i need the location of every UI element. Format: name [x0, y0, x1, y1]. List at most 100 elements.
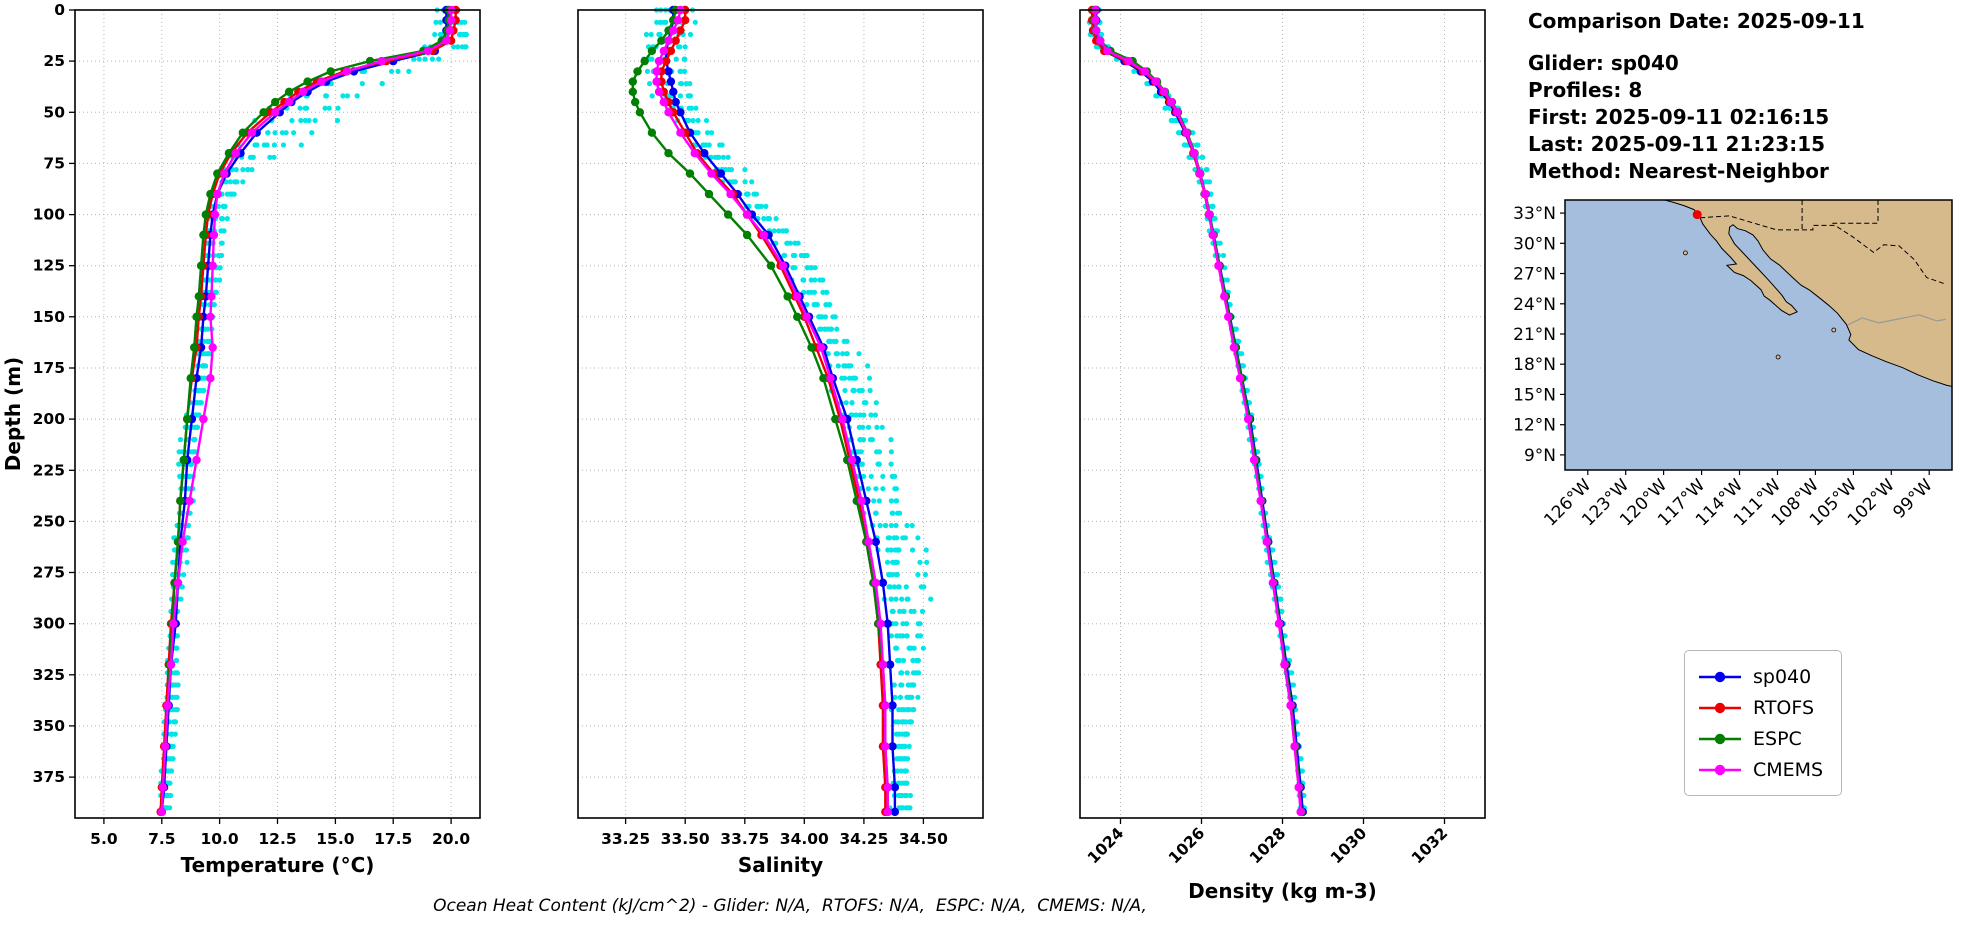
location-map: 126°W123°W120°W117°W114°W111°W108°W105°W… — [1513, 199, 1953, 530]
grid — [1080, 9, 1485, 818]
map-frame — [1564, 199, 1953, 471]
x-axis: 1024 1026 1028 1030 1032 — [1084, 818, 1451, 867]
legend-marker-icon — [1699, 671, 1741, 682]
svg-text:150: 150 — [33, 308, 66, 326]
svg-text:1032: 1032 — [1408, 824, 1451, 867]
series-sp040 — [1092, 5, 1307, 817]
legend-item-RTOFS: RTOFS — [1697, 692, 1823, 723]
svg-text:25: 25 — [43, 52, 65, 70]
border-line — [1700, 215, 1946, 285]
svg-text:75: 75 — [43, 154, 65, 172]
svg-text:1028: 1028 — [1246, 824, 1289, 867]
legend-item-sp040: sp040 — [1697, 661, 1823, 692]
svg-text:20.0: 20.0 — [432, 830, 470, 848]
x-axis: 33.25 33.50 33.75 34.00 34.25 34.50 — [601, 818, 948, 848]
info-line: First: 2025-09-11 02:16:15 — [1528, 105, 1830, 129]
series-RTOFS — [156, 5, 460, 817]
svg-text:15.0: 15.0 — [316, 830, 354, 848]
info-panel: Comparison Date: 2025-09-11 Glider: sp040… — [1528, 8, 1865, 185]
svg-text:125: 125 — [33, 257, 65, 275]
island — [1775, 354, 1781, 360]
series-CMEMS — [157, 5, 456, 817]
river-line — [1847, 314, 1946, 326]
svg-text:7.5: 7.5 — [148, 830, 175, 848]
legend-item-CMEMS: CMEMS — [1697, 754, 1823, 785]
svg-text:33.25: 33.25 — [601, 830, 650, 848]
series-RTOFS — [657, 5, 890, 817]
island — [1831, 327, 1837, 333]
x-axis: 5.0 7.5 10.0 12.5 15.0 17.5 20.0 — [90, 818, 470, 848]
svg-text:1026: 1026 — [1165, 824, 1208, 867]
svg-text:21°N: 21°N — [1513, 325, 1556, 345]
svg-text:300: 300 — [33, 615, 66, 633]
x-axis-label: Temperature (°C) — [181, 853, 375, 877]
svg-text:27°N: 27°N — [1513, 265, 1556, 285]
map-lat-axis: 33°N 30°N 27°N 24°N 21°N 18°N 15°N 12°N 9°N — [1513, 204, 1565, 466]
svg-text:30°N: 30°N — [1513, 234, 1556, 254]
svg-text:24°N: 24°N — [1513, 295, 1556, 315]
svg-text:33.75: 33.75 — [720, 830, 769, 848]
legend-marker-icon — [1699, 764, 1741, 775]
series-CMEMS — [1091, 5, 1305, 817]
svg-text:50: 50 — [43, 103, 65, 121]
info-line: Glider: sp040 — [1528, 51, 1679, 75]
svg-text:200: 200 — [33, 410, 66, 428]
density-profile-chart: 1024 1026 1028 1030 1032 Density (kg m-3) — [1079, 5, 1486, 903]
legend-item-ESPC: ESPC — [1697, 723, 1823, 754]
info-line: Method: Nearest-Neighbor — [1528, 159, 1829, 183]
series-ESPC — [157, 5, 453, 817]
glider-location-marker — [1692, 210, 1702, 220]
svg-text:34.00: 34.00 — [780, 830, 829, 848]
legend-label: CMEMS — [1753, 758, 1824, 781]
x-axis-label: Salinity — [738, 853, 823, 877]
svg-text:250: 250 — [33, 512, 66, 530]
ocean-heat-content-footnote: Ocean Heat Content (kJ/cm^2) - Glider: N… — [433, 896, 1147, 916]
legend-marker-icon — [1699, 702, 1741, 713]
series-sp040 — [157, 5, 451, 817]
plot-frame — [577, 9, 984, 819]
temperature-profile-chart: 5.0 7.5 10.0 12.5 15.0 17.5 20.0 0 25 50 75 100 125 1… — [1, 1, 481, 877]
x-axis-label: Density (kg m-3) — [1188, 879, 1377, 903]
svg-text:375: 375 — [33, 768, 65, 786]
svg-text:10.0: 10.0 — [200, 830, 238, 848]
svg-text:34.25: 34.25 — [839, 830, 888, 848]
svg-text:99°W: 99°W — [1889, 475, 1936, 522]
svg-text:9°N: 9°N — [1524, 446, 1556, 466]
svg-text:34.50: 34.50 — [899, 830, 948, 848]
chart-legend: sp040 RTOFS ESPC CMEMS — [1684, 650, 1843, 796]
svg-text:17.5: 17.5 — [374, 830, 412, 848]
svg-text:33°N: 33°N — [1513, 204, 1556, 224]
scatter-glider-profiles — [1086, 7, 1307, 811]
series-CMEMS — [652, 5, 892, 817]
land-area — [1664, 200, 1952, 387]
info-line: Profiles: 8 — [1528, 78, 1643, 102]
svg-text:175: 175 — [33, 359, 65, 377]
info-line: Last: 2025-09-11 21:23:15 — [1528, 132, 1826, 156]
svg-text:18°N: 18°N — [1513, 355, 1556, 375]
legend-label: sp040 — [1753, 665, 1812, 688]
svg-text:33.50: 33.50 — [661, 830, 710, 848]
y-axis: 0 25 50 75 100 125 150 175 200 225 250 275 300 325 350… — [33, 1, 75, 786]
series-ESPC — [628, 5, 892, 817]
svg-text:1030: 1030 — [1327, 824, 1370, 867]
island — [1682, 250, 1688, 256]
border-line — [1832, 200, 1879, 226]
map-lon-axis: 126°W123°W120°W117°W114°W111°W108°W105°W… — [1540, 470, 1937, 530]
legend-label: RTOFS — [1753, 696, 1815, 719]
svg-text:350: 350 — [33, 717, 66, 735]
salinity-profile-chart: 33.25 33.50 33.75 34.00 34.25 34.50 Salinity — [577, 5, 984, 877]
svg-text:12°N: 12°N — [1513, 416, 1556, 436]
y-axis-label: Depth (m) — [1, 357, 25, 471]
svg-text:325: 325 — [33, 666, 65, 684]
svg-text:12.5: 12.5 — [258, 830, 296, 848]
svg-text:1024: 1024 — [1084, 824, 1127, 867]
svg-text:275: 275 — [33, 564, 65, 582]
svg-text:225: 225 — [33, 461, 65, 479]
series-ESPC — [1090, 5, 1306, 817]
legend-label: ESPC — [1753, 727, 1802, 750]
svg-text:0: 0 — [54, 1, 65, 19]
svg-text:100: 100 — [33, 206, 66, 224]
info-spacer — [1528, 35, 1865, 50]
grid — [75, 9, 480, 818]
